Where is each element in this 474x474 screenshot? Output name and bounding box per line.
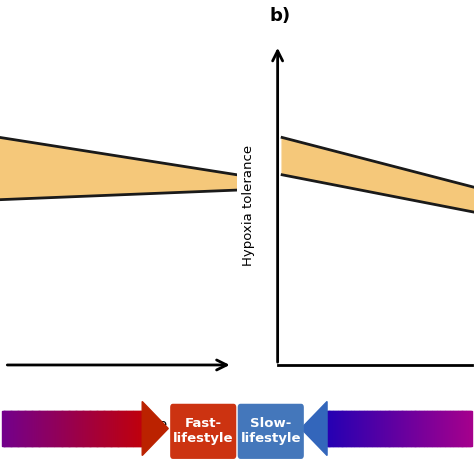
Polygon shape xyxy=(282,137,474,212)
Text: Fast-
lifestyle: Fast- lifestyle xyxy=(173,417,233,446)
Polygon shape xyxy=(0,137,237,200)
Polygon shape xyxy=(301,401,327,456)
Text: b): b) xyxy=(269,8,290,26)
Text: Hypoxia tolerance: Hypoxia tolerance xyxy=(242,145,255,265)
Text: Slow-
lifestyle: Slow- lifestyle xyxy=(240,417,301,446)
Text: Aerobic scope: Aerobic scope xyxy=(70,419,167,432)
FancyBboxPatch shape xyxy=(170,404,236,459)
FancyBboxPatch shape xyxy=(237,404,304,459)
Polygon shape xyxy=(142,401,168,456)
Text: Aerobic scope: Aerobic scope xyxy=(336,419,432,432)
